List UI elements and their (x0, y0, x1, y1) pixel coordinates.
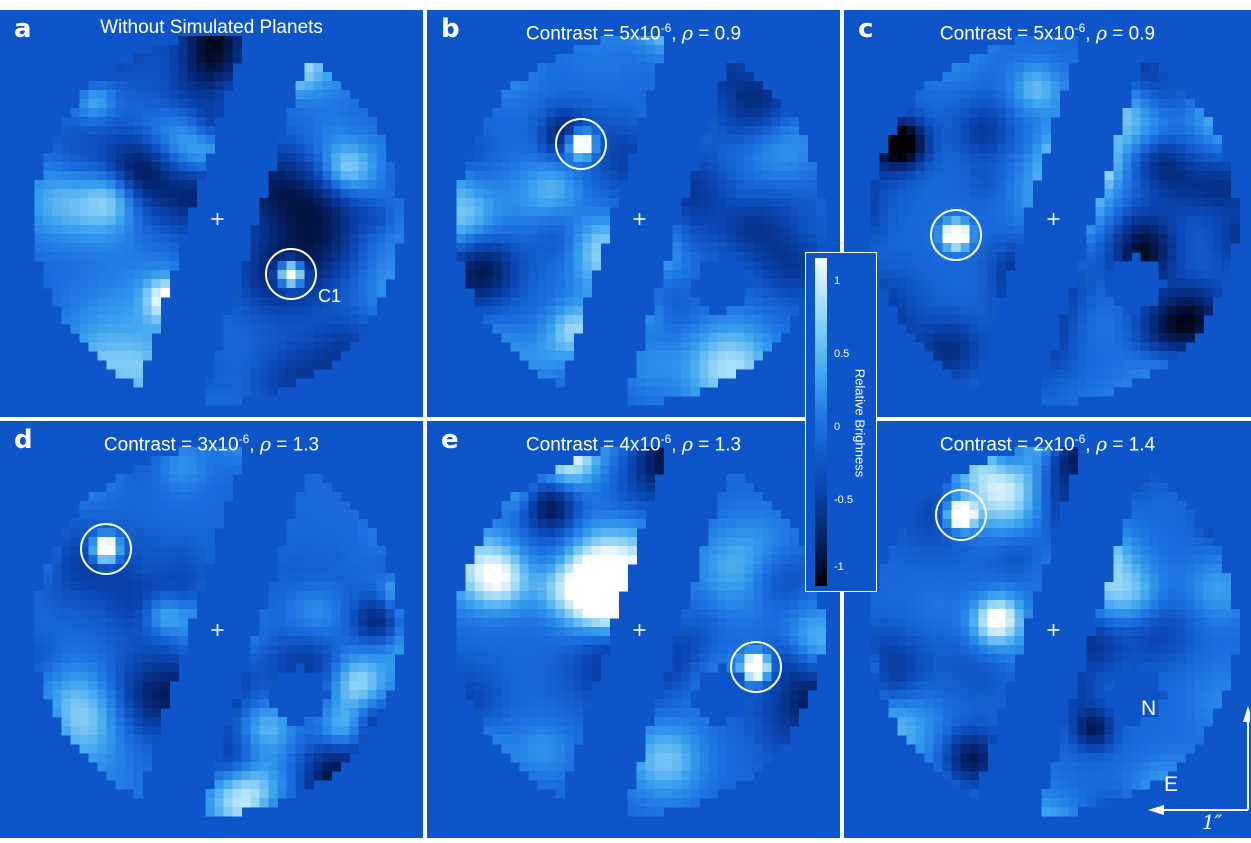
colorbar-tick: -1 (834, 561, 844, 573)
contrast-exponent: -6 (661, 432, 672, 446)
star-center-marker (212, 213, 224, 225)
separation-value: 1.3 (715, 434, 741, 455)
colorbar-tick: 1 (834, 275, 840, 287)
speckle-map (427, 421, 840, 838)
contrast-text: Contrast = 2x10 (940, 434, 1075, 455)
scale-label: 1″ (1202, 810, 1222, 834)
contrast-text: Contrast = 3x10 (104, 434, 239, 455)
separation-value: 0.9 (1129, 23, 1155, 44)
rho-symbol: ρ (1096, 433, 1107, 455)
contrast-exponent: -6 (661, 21, 672, 35)
panel-title: Contrast = 3x10-6, ρ = 1.3 (0, 427, 423, 457)
panel-title: Contrast = 4x10-6, ρ = 1.3 (427, 427, 840, 457)
rho-symbol: ρ (682, 22, 693, 44)
colorbar: 1 0.5 0 -0.5 -1 Relative Brighness (805, 252, 877, 592)
contrast-exponent: -6 (239, 432, 250, 446)
speckle-map (844, 10, 1251, 417)
panel-title: Contrast = 5x10-6, ρ = 0.9 (427, 16, 840, 46)
speckle-map (0, 421, 423, 838)
separation-value: 1.3 (293, 434, 319, 455)
compass-north-label: N (1141, 697, 1156, 721)
colorbar-tick: -0.5 (834, 494, 853, 506)
star-center-marker (212, 624, 224, 636)
star-center-marker (1048, 624, 1060, 636)
contrast-text: Contrast = 5x10 (940, 23, 1075, 44)
colorbar-tick: 0 (834, 421, 840, 433)
rho-symbol: ρ (1096, 22, 1107, 44)
colorbar-tick: 0.5 (834, 348, 849, 360)
north-arrowhead (1243, 706, 1250, 722)
compass: N E 1″ (1140, 700, 1250, 838)
speckle-map (427, 10, 840, 417)
compass-arrows (1140, 700, 1250, 838)
separation-value: 0.9 (715, 23, 741, 44)
speckle-map (0, 10, 423, 417)
panel-title: Contrast = 5x10-6, ρ = 0.9 (844, 16, 1251, 46)
panel-title: Contrast = 2x10-6, ρ = 1.4 (844, 427, 1251, 457)
colorbar-gradient (815, 258, 827, 586)
colorbar-title-wrap: Relative Brighness (852, 263, 868, 583)
contrast-exponent: -6 (1075, 432, 1086, 446)
contrast-exponent: -6 (1075, 21, 1086, 35)
rho-symbol: ρ (260, 433, 271, 455)
star-center-marker (634, 213, 646, 225)
candidate-label: C1 (318, 286, 341, 307)
separation-value: 1.4 (1129, 434, 1155, 455)
east-arrowhead (1148, 805, 1164, 815)
colorbar-title: Relative Brighness (853, 369, 868, 477)
contrast-text: Contrast = 5x10 (526, 23, 661, 44)
rho-symbol: ρ (682, 433, 693, 455)
compass-east-label: E (1164, 773, 1178, 797)
star-center-marker (1048, 213, 1060, 225)
star-center-marker (634, 624, 646, 636)
panel-title: Without Simulated Planets (0, 16, 423, 40)
contrast-text: Contrast = 4x10 (526, 434, 661, 455)
